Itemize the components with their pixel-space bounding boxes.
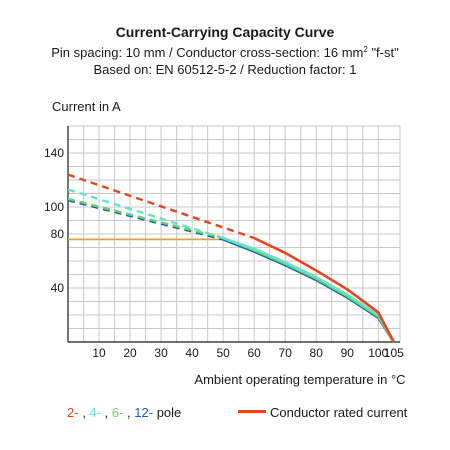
x-tick-label: 100 bbox=[368, 346, 388, 360]
series-6-pole-solid bbox=[222, 236, 395, 343]
x-axis-label: Ambient operating temperature in °C bbox=[194, 372, 406, 387]
legend-pole-2: 2- bbox=[67, 405, 79, 420]
subtitle-1-suffix: "f-st" bbox=[367, 45, 399, 60]
series-4-pole-dashed bbox=[67, 188, 224, 240]
series-4-pole-solid bbox=[222, 236, 395, 343]
x-tick-label: 10 bbox=[92, 346, 106, 360]
legend-rated-line-swatch bbox=[238, 410, 266, 413]
legend-poles: 2- , 4- , 6- , 12- pole bbox=[67, 405, 181, 420]
series-2-pole-dashed bbox=[67, 173, 255, 240]
chart-subtitle-1: Pin spacing: 10 mm / Conductor cross-sec… bbox=[0, 41, 450, 61]
y-axis-label: Current in A bbox=[52, 99, 121, 114]
chart-title-block: Current-Carrying Capacity Curve Pin spac… bbox=[0, 24, 450, 78]
x-tick-label: 20 bbox=[123, 346, 137, 360]
y-tick-label: 140 bbox=[44, 146, 64, 160]
y-tick-label: 80 bbox=[51, 227, 65, 241]
subtitle-1-prefix: Pin spacing: 10 mm / Conductor cross-sec… bbox=[51, 45, 364, 60]
legend-rated: Conductor rated current bbox=[238, 405, 407, 420]
legend-rated-label: Conductor rated current bbox=[270, 405, 408, 420]
series-12-pole-solid bbox=[222, 238, 395, 343]
y-tick-label: 40 bbox=[51, 281, 65, 295]
x-tick-label: 50 bbox=[216, 346, 230, 360]
x-tick-label: 80 bbox=[310, 346, 324, 360]
series-12-pole-dashed bbox=[67, 199, 224, 241]
legend-sep-1: , bbox=[82, 405, 90, 420]
x-tick-label: 105 bbox=[384, 346, 404, 360]
x-tick-label: 30 bbox=[154, 346, 168, 360]
legend-pole-12: 12- bbox=[134, 405, 154, 420]
x-tick-label: 60 bbox=[247, 346, 261, 360]
legend-pole-suffix: pole bbox=[156, 405, 182, 420]
series-6-pole-dashed bbox=[67, 197, 224, 240]
legend-pole-4: 4- bbox=[89, 405, 101, 420]
legend-pole-6: 6- bbox=[111, 405, 124, 420]
x-tick-label: 90 bbox=[341, 346, 355, 360]
chart-subtitle-2: Based on: EN 60512-5-2 / Reduction facto… bbox=[93, 62, 357, 77]
series-2-pole-solid bbox=[253, 236, 395, 343]
subtitle-1-sup: 2 bbox=[363, 45, 368, 54]
y-tick-label: 100 bbox=[44, 200, 64, 214]
legend-sep-3: , bbox=[127, 405, 135, 420]
legend-sep-2: , bbox=[104, 405, 112, 420]
x-tick-label: 40 bbox=[185, 346, 199, 360]
chart-title: Current-Carrying Capacity Curve bbox=[115, 24, 335, 40]
x-tick-label: 70 bbox=[279, 346, 293, 360]
